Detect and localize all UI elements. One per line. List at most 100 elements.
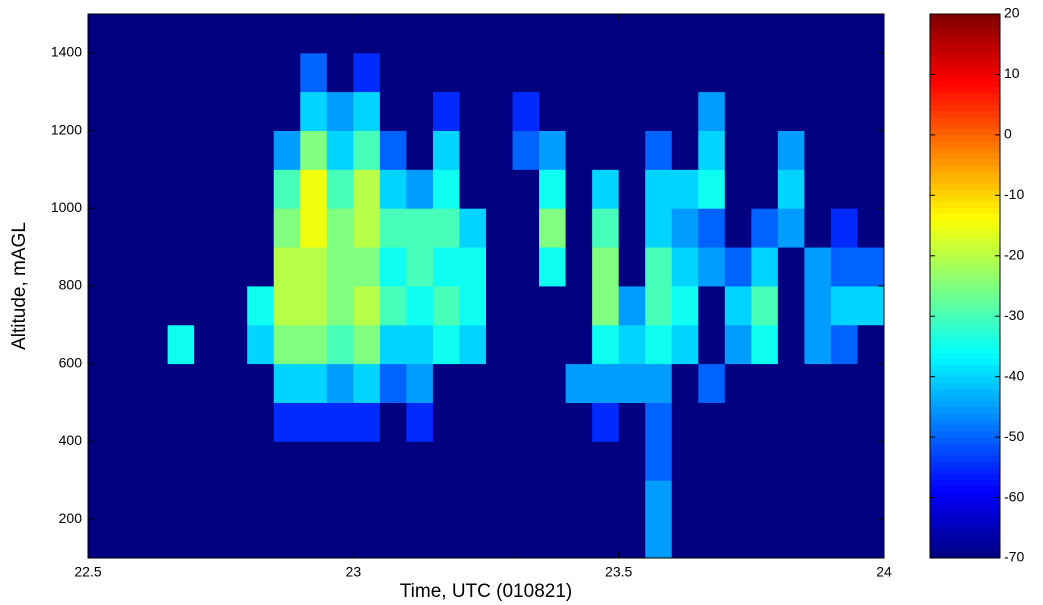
heatmap-cell bbox=[592, 247, 620, 287]
heatmap-cell bbox=[459, 91, 487, 131]
heatmap-cell bbox=[512, 402, 540, 442]
heatmap-cell bbox=[194, 402, 222, 442]
heatmap-cell bbox=[141, 208, 168, 248]
colorbar-strip bbox=[930, 400, 1000, 408]
colorbar-frame bbox=[929, 13, 1001, 559]
heatmap-cell bbox=[486, 324, 513, 365]
heatmap-cell bbox=[804, 402, 832, 442]
heatmap-cell bbox=[88, 91, 115, 131]
heatmap-cell bbox=[220, 480, 248, 520]
heatmap-cell bbox=[353, 130, 381, 170]
heatmap-cell bbox=[432, 169, 460, 209]
heatmap-cell bbox=[830, 169, 858, 209]
heatmap-cell bbox=[671, 130, 699, 170]
y-tick-label: 1400 bbox=[51, 44, 82, 60]
heatmap-cell bbox=[114, 519, 142, 559]
heatmap-cell bbox=[671, 480, 699, 520]
heatmap-cell bbox=[830, 91, 858, 131]
colorbar-strip bbox=[930, 177, 1000, 184]
heatmap-cell bbox=[539, 130, 566, 170]
colorbar-strip bbox=[930, 382, 1000, 390]
heatmap-cell bbox=[406, 441, 434, 481]
heatmap-cell bbox=[141, 91, 168, 131]
heatmap-cell bbox=[88, 208, 115, 248]
heatmap-cell bbox=[618, 324, 646, 365]
heatmap-cell bbox=[804, 363, 832, 403]
heatmap-cell bbox=[194, 441, 222, 481]
heatmap-cell bbox=[539, 14, 566, 54]
heatmap-cell bbox=[114, 52, 142, 93]
colorbar-strip bbox=[930, 273, 1000, 281]
heatmap-cell bbox=[300, 286, 328, 326]
heatmap-cell bbox=[247, 169, 275, 209]
heatmap-cell bbox=[671, 324, 699, 365]
heatmap-cell bbox=[300, 169, 328, 209]
heatmap-cell bbox=[273, 14, 301, 54]
heatmap-cell bbox=[141, 52, 168, 93]
heatmap-cell bbox=[273, 324, 301, 365]
heatmap-cell bbox=[618, 402, 646, 442]
heatmap-cell bbox=[194, 480, 222, 520]
heatmap-cell bbox=[459, 519, 487, 559]
x-tick-label: 23.5 bbox=[605, 564, 632, 580]
heatmap-cell bbox=[379, 91, 407, 131]
heatmap-cell bbox=[645, 363, 673, 403]
colorbar-strip bbox=[930, 80, 1000, 88]
heatmap-cell bbox=[300, 247, 328, 287]
colorbar-strip bbox=[930, 340, 1000, 347]
heatmap-cell bbox=[592, 363, 620, 403]
heatmap-cell bbox=[698, 52, 726, 93]
heatmap-cell bbox=[618, 208, 646, 248]
heatmap-cell bbox=[857, 247, 885, 287]
heatmap-cell bbox=[432, 402, 460, 442]
colorbar-strip bbox=[930, 134, 1000, 142]
heatmap-cell bbox=[459, 208, 487, 248]
heatmap-cell bbox=[406, 91, 434, 131]
heatmap-cell bbox=[618, 247, 646, 287]
heatmap-cell bbox=[459, 441, 487, 481]
heatmap-cell bbox=[379, 247, 407, 287]
heatmap-cell bbox=[406, 14, 434, 54]
heatmap-cell bbox=[645, 441, 673, 481]
heatmap-cell bbox=[114, 14, 142, 54]
heatmap-cell bbox=[220, 286, 248, 326]
colorbar-strip bbox=[930, 237, 1000, 245]
colorbar-strip bbox=[930, 68, 1000, 75]
heatmap-cell bbox=[830, 208, 858, 248]
colorbar-strip bbox=[930, 539, 1000, 547]
heatmap-cell bbox=[804, 480, 832, 520]
y-tick-label: 200 bbox=[59, 510, 83, 526]
colorbar-strip bbox=[930, 189, 1000, 196]
heatmap-cell bbox=[592, 324, 620, 365]
colorbar-tick-label: -40 bbox=[1004, 367, 1024, 383]
heatmap-cell bbox=[539, 519, 566, 559]
heatmap-cell bbox=[645, 402, 673, 442]
heatmap-cell bbox=[830, 324, 858, 365]
heatmap-cell bbox=[512, 441, 540, 481]
heatmap-cell bbox=[194, 169, 222, 209]
heatmap-cell bbox=[724, 14, 752, 54]
heatmap-cell bbox=[220, 247, 248, 287]
heatmap-cell bbox=[618, 519, 646, 559]
colorbar-strip bbox=[930, 370, 1000, 378]
heatmap-cell bbox=[273, 286, 301, 326]
colorbar-strip bbox=[930, 231, 1000, 239]
colorbar-strip bbox=[930, 443, 1000, 450]
heatmap-cell bbox=[88, 441, 115, 481]
heatmap-cell bbox=[220, 208, 248, 248]
colorbar-tick-label: 20 bbox=[1004, 5, 1020, 21]
heatmap-cell bbox=[379, 14, 407, 54]
heatmap-cell bbox=[379, 441, 407, 481]
y-tick-label: 800 bbox=[59, 277, 83, 293]
heatmap-cell bbox=[326, 208, 354, 248]
colorbar-strip bbox=[930, 328, 1000, 335]
heatmap-cell bbox=[565, 169, 593, 209]
heatmap-cell bbox=[432, 363, 460, 403]
heatmap-cell bbox=[141, 480, 168, 520]
colorbar-strip bbox=[930, 116, 1000, 124]
heatmap-cell bbox=[777, 130, 805, 170]
heatmap-cell bbox=[379, 208, 407, 248]
heatmap-cell bbox=[565, 14, 593, 54]
colorbar-strip bbox=[930, 56, 1000, 63]
heatmap-cell bbox=[777, 402, 805, 442]
